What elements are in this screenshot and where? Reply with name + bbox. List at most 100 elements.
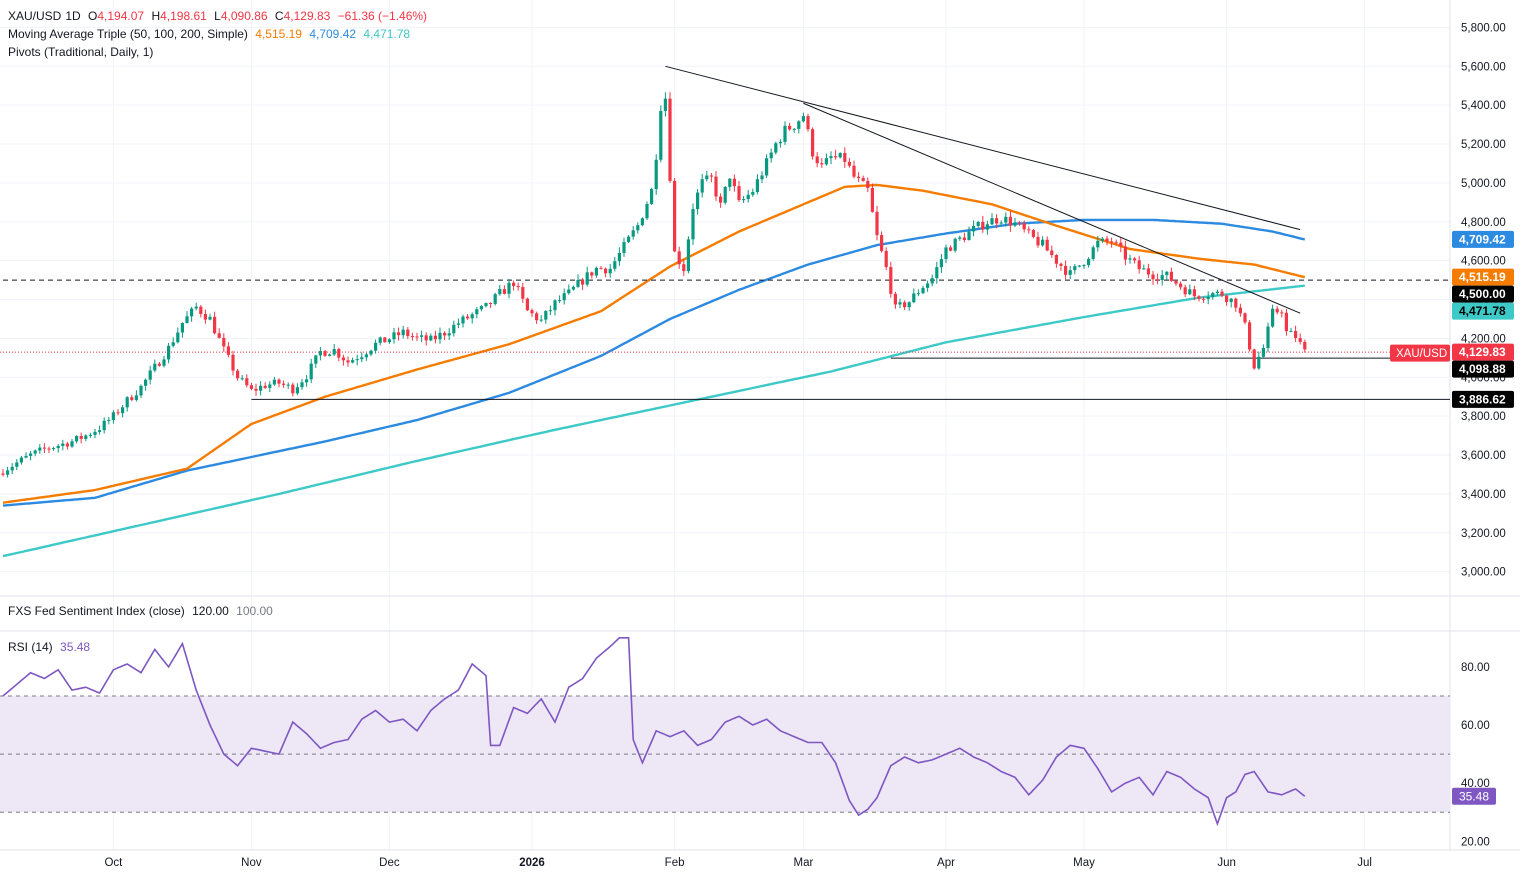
candle <box>935 267 939 279</box>
rsi-tag-label: 35.48 <box>1459 789 1489 803</box>
candle <box>636 225 640 231</box>
price-tick-label: 5,600.00 <box>1461 61 1506 73</box>
candle <box>1160 275 1164 281</box>
time-tick-label: Feb <box>665 857 685 869</box>
candle <box>392 332 396 340</box>
candle <box>484 303 488 307</box>
legend-sentiment: FXS Fed Sentiment Index (close) 120.00 1… <box>8 602 277 620</box>
legend-low-label: L <box>214 9 221 23</box>
candle <box>668 98 672 181</box>
candle <box>456 323 460 325</box>
candle <box>479 306 483 310</box>
candle <box>824 158 828 165</box>
legend-change: −61.36 (−1.46%) <box>337 9 428 23</box>
candle <box>893 293 897 305</box>
candle <box>627 236 631 243</box>
candle <box>167 345 171 360</box>
candle <box>1243 313 1247 323</box>
candle <box>33 450 37 454</box>
candle <box>571 286 575 290</box>
candle <box>742 199 746 201</box>
legend-rsi-value: 35.48 <box>60 640 91 654</box>
candle <box>746 194 750 200</box>
price-tick-label: 4,600.00 <box>1461 256 1506 268</box>
candle <box>677 251 681 265</box>
candle <box>567 289 571 294</box>
candle <box>622 242 626 253</box>
legend-rsi: RSI (14) 35.48 <box>8 638 94 656</box>
legend-low: 4,090.86 <box>220 9 268 23</box>
candle <box>424 335 428 341</box>
legend-timeframe: 1D <box>65 9 81 23</box>
candle <box>1183 287 1187 295</box>
candle <box>884 250 888 268</box>
candle <box>958 237 962 239</box>
trendline <box>803 102 1301 314</box>
price-tag <box>1452 360 1514 378</box>
price-tag-label: 4,515.19 <box>1459 270 1506 284</box>
candle <box>116 412 120 414</box>
candle <box>502 289 506 294</box>
candle <box>962 237 966 241</box>
candle <box>847 161 851 166</box>
candle <box>921 287 925 294</box>
candle <box>1252 349 1256 369</box>
candle <box>61 443 65 446</box>
symbol-tag <box>1390 344 1450 362</box>
candle <box>1238 307 1242 314</box>
candle <box>1192 289 1196 297</box>
candle <box>208 316 212 320</box>
candle <box>190 308 194 317</box>
candle <box>217 333 221 338</box>
ma50-line <box>2 183 1306 504</box>
candle <box>369 350 373 355</box>
candle <box>530 310 534 314</box>
candle <box>272 379 276 385</box>
candle <box>52 448 56 450</box>
candle <box>383 337 387 343</box>
candle <box>737 186 741 201</box>
candle <box>857 176 861 178</box>
candle <box>1018 222 1022 224</box>
candle <box>185 316 189 323</box>
candle <box>374 342 378 351</box>
candle <box>79 435 83 439</box>
candle <box>1261 347 1265 357</box>
candle <box>1008 216 1012 226</box>
candle <box>144 379 148 386</box>
candle <box>1100 238 1104 241</box>
candle <box>751 192 755 195</box>
candle <box>268 384 272 388</box>
rsi-tick-label: 60.00 <box>1461 720 1490 732</box>
legend-sentiment-value: 120.00 <box>192 604 229 618</box>
time-tick-label: 2026 <box>519 857 545 869</box>
time-tick-label: Mar <box>793 857 813 869</box>
candle <box>1188 289 1192 295</box>
price-tick-label: 4,200.00 <box>1461 333 1506 345</box>
time-tick-label: Jun <box>1217 857 1236 869</box>
candle <box>213 316 217 334</box>
candle <box>732 178 736 187</box>
candle <box>1284 312 1288 332</box>
candle <box>512 282 516 286</box>
candle <box>420 335 424 337</box>
candle <box>1073 266 1077 271</box>
candle <box>134 395 138 400</box>
price-tick-label: 5,200.00 <box>1461 139 1506 151</box>
candle <box>521 287 525 299</box>
candle <box>788 125 792 130</box>
candle <box>1013 222 1017 226</box>
price-tag-label: 4,129.83 <box>1459 345 1506 359</box>
candle <box>314 355 318 364</box>
candle <box>341 357 345 361</box>
candle <box>125 397 129 408</box>
candle <box>719 196 723 203</box>
candle <box>1031 230 1035 237</box>
candle <box>1105 238 1109 242</box>
price-tick-label: 4,800.00 <box>1461 217 1506 229</box>
candle <box>1022 223 1026 230</box>
candle <box>323 351 327 356</box>
candle <box>1087 258 1091 266</box>
candle <box>709 175 713 177</box>
